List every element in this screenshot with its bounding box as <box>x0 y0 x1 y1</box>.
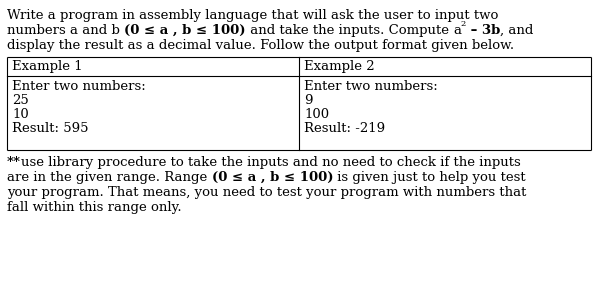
Text: (0 ≤ a , b ≤ 100): (0 ≤ a , b ≤ 100) <box>124 24 246 37</box>
Text: Enter two numbers:: Enter two numbers: <box>304 80 438 93</box>
Text: Result: -219: Result: -219 <box>304 122 385 135</box>
Text: Write a program in assembly language that will ask the user to input two: Write a program in assembly language tha… <box>7 9 498 22</box>
Text: 2: 2 <box>461 20 466 28</box>
Text: fall within this range only.: fall within this range only. <box>7 201 182 214</box>
Text: is given just to help you test: is given just to help you test <box>333 171 526 184</box>
Text: Result: 595: Result: 595 <box>12 122 89 135</box>
Text: numbers a and b: numbers a and b <box>7 24 124 37</box>
Text: 9: 9 <box>304 94 313 107</box>
Text: Enter two numbers:: Enter two numbers: <box>12 80 146 93</box>
Text: are in the given range. Range: are in the given range. Range <box>7 171 212 184</box>
Text: (0 ≤ a , b ≤ 100): (0 ≤ a , b ≤ 100) <box>212 171 333 184</box>
Text: and take the inputs. Compute: and take the inputs. Compute <box>246 24 453 37</box>
Text: your program. That means, you need to test your program with numbers that: your program. That means, you need to te… <box>7 186 526 199</box>
Text: display the result as a decimal value. Follow the output format given below.: display the result as a decimal value. F… <box>7 39 514 52</box>
Text: – 3b: – 3b <box>466 24 501 37</box>
Text: a: a <box>453 24 461 37</box>
Text: Example 2: Example 2 <box>304 60 374 73</box>
Text: , and: , and <box>501 24 534 37</box>
Text: 100: 100 <box>304 108 329 121</box>
Text: 10: 10 <box>12 108 29 121</box>
Text: Example 1: Example 1 <box>12 60 83 73</box>
Text: use library procedure to take the inputs and no need to check if the inputs: use library procedure to take the inputs… <box>21 156 521 168</box>
Text: 25: 25 <box>12 94 29 107</box>
Text: **: ** <box>7 156 21 168</box>
